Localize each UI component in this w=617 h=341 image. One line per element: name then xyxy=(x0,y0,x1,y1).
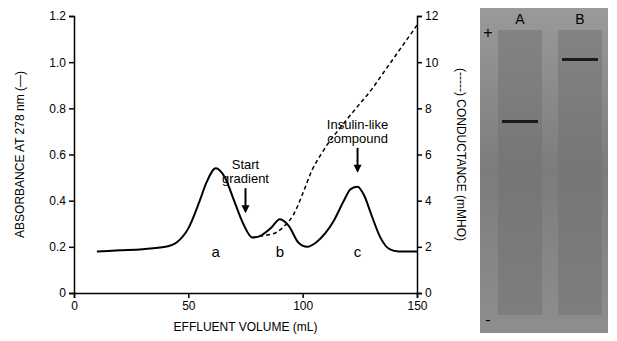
tick-label: 0.8 xyxy=(49,102,66,116)
absorbance-line xyxy=(97,168,417,251)
tick: 0.6 xyxy=(49,148,74,162)
tick-label: 4 xyxy=(425,194,432,208)
tick: 6 xyxy=(417,148,432,162)
tick-label: 150 xyxy=(407,299,427,313)
figure: 05010015000.20.40.60.81.01.2024681012EFF… xyxy=(0,0,617,341)
tick: 0 xyxy=(417,286,432,300)
gel-lane xyxy=(558,30,602,315)
tick-label: 0 xyxy=(59,286,66,300)
tick: 8 xyxy=(417,102,432,116)
tick: 1.0 xyxy=(49,56,74,70)
tick-mark xyxy=(69,108,74,110)
tick-label: 0.6 xyxy=(49,148,66,162)
tick: 1.2 xyxy=(49,9,74,23)
tick-mark xyxy=(417,200,422,202)
tick-label: 6 xyxy=(425,148,432,162)
tick: 4 xyxy=(417,194,432,208)
tick-label: 2 xyxy=(425,240,432,254)
tick: 0.4 xyxy=(49,194,74,208)
tick: 10 xyxy=(417,56,439,70)
tick-label: 1.0 xyxy=(49,56,66,70)
tick-mark xyxy=(417,154,422,156)
annotations: Startgradient Insulin-likecompound xyxy=(222,117,388,213)
tick-label: 0.2 xyxy=(49,240,66,254)
tick-mark xyxy=(417,293,422,295)
axis-line xyxy=(75,294,418,299)
tick-label: 8 xyxy=(425,102,432,116)
annotation: Insulin-likecompound xyxy=(327,117,388,146)
tick: 50 xyxy=(182,293,196,313)
tick-mark xyxy=(417,16,422,18)
tick-label: 100 xyxy=(293,299,313,313)
tick-mark xyxy=(69,154,74,156)
annotation: Startgradient xyxy=(222,157,269,186)
tick-label: 12 xyxy=(425,9,439,23)
y-axis: 0 0.2 0.4 0.6 0.8 1.0 1.2 xyxy=(49,9,74,300)
tick-label: 0.4 xyxy=(49,194,66,208)
plot: 05010015000.20.40.60.81.01.2024681012EFF… xyxy=(13,9,468,334)
tick: 0.2 xyxy=(49,240,74,254)
tick: 100 xyxy=(293,293,313,313)
axis-line xyxy=(418,17,423,294)
gel: A B + - xyxy=(480,8,608,333)
polarity-label: + xyxy=(483,24,492,41)
x-axis-title: EFFLUENT VOLUME (mL) xyxy=(174,320,318,334)
y2-axis: 0 2 4 6 8 10 12 xyxy=(417,9,439,300)
x-axis: 0 50 100 150 xyxy=(71,293,428,313)
gel-lane xyxy=(498,30,542,315)
tick-mark xyxy=(188,293,190,298)
tick-mark xyxy=(69,16,74,18)
polarity-label: - xyxy=(485,311,490,328)
tick-mark xyxy=(69,200,74,202)
tick-label: 50 xyxy=(182,299,196,313)
peak-label: c xyxy=(354,243,362,260)
tick-label: 1.2 xyxy=(49,9,66,23)
y-axis-title: ABSORBANCE AT 278 nm (—) xyxy=(13,71,27,238)
peak-label: b xyxy=(276,243,284,260)
tick-mark xyxy=(417,108,422,110)
tick-mark xyxy=(69,293,74,295)
tick: 0 xyxy=(71,293,78,313)
gel-band xyxy=(502,120,538,123)
tick: 2 xyxy=(417,240,432,254)
peak-label: a xyxy=(212,243,221,260)
gel-band xyxy=(562,58,598,61)
y2-axis-title: (-----) CONDUCTANCE (mMHO) xyxy=(454,68,468,241)
tick-mark xyxy=(69,247,74,249)
tick: 12 xyxy=(417,9,439,23)
tick-label: 0 xyxy=(425,286,432,300)
axis-line xyxy=(69,17,75,294)
tick-mark xyxy=(302,293,304,298)
tick-mark xyxy=(417,247,422,249)
tick-label: 10 xyxy=(425,56,439,70)
tick: 0.8 xyxy=(49,102,74,116)
arrow-head xyxy=(242,205,250,213)
lane-label: B xyxy=(575,11,584,27)
conductance-line xyxy=(252,25,417,237)
tick-mark xyxy=(417,62,422,64)
gel-background xyxy=(480,8,608,333)
tick-label: 0 xyxy=(71,299,78,313)
tick-mark xyxy=(69,62,74,64)
lane-label: A xyxy=(515,11,525,27)
arrow-head xyxy=(354,165,362,173)
lines xyxy=(97,25,417,251)
tick: 0 xyxy=(59,286,74,300)
